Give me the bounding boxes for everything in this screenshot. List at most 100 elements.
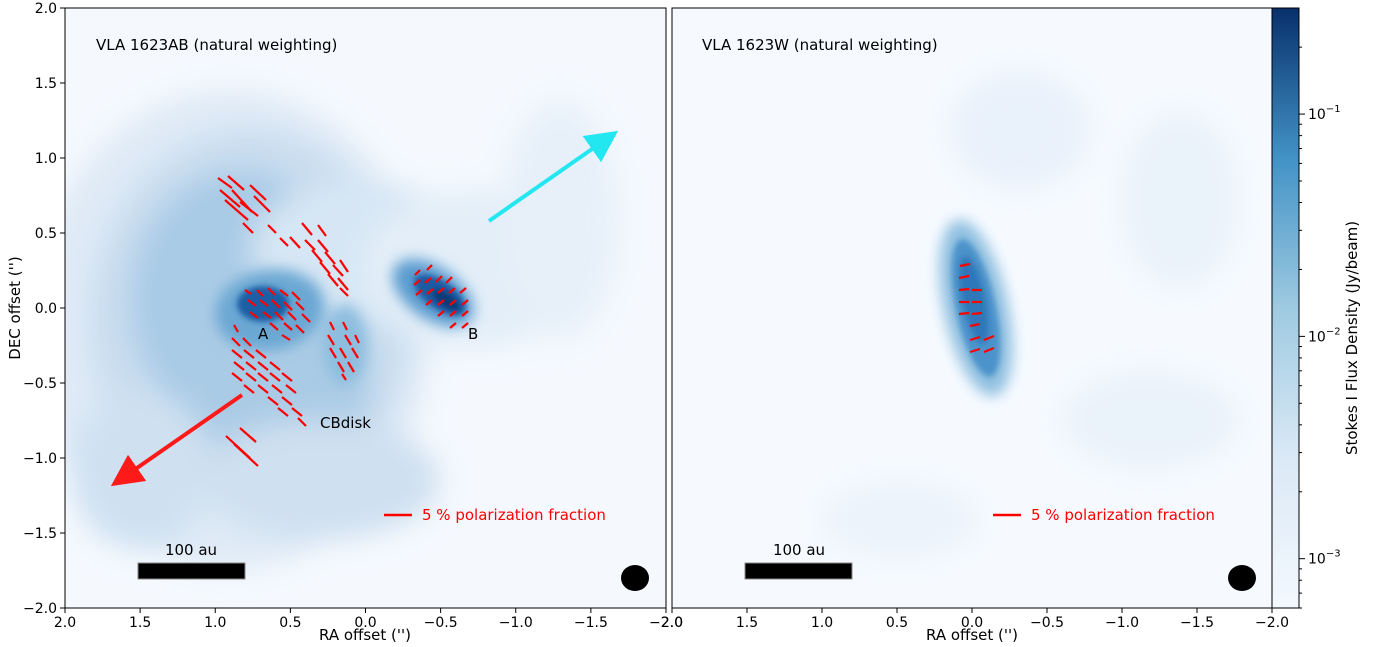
pol-vector (311, 249, 323, 263)
pol-vector (274, 311, 284, 321)
x-tick-label: 0.5 (279, 615, 301, 631)
x-tick-label: 1.5 (736, 615, 758, 631)
pol-vector (242, 337, 252, 347)
pol-vector (259, 299, 269, 307)
pol-vector (426, 264, 433, 271)
pol-vector (351, 347, 359, 359)
panel-vla1623ab: VLA 1623AB (natural weighting) A B CBdis… (6, 1, 683, 644)
x-tick-label: −0.5 (1030, 615, 1064, 631)
pol-vector (339, 347, 347, 359)
pol-vector (304, 239, 316, 251)
beam-ellipse (621, 565, 649, 591)
pol-vector (239, 427, 257, 443)
pol-vector (969, 335, 981, 342)
pol-vector (257, 372, 269, 382)
pol-vector (437, 299, 445, 306)
pol-vector (297, 417, 307, 427)
pol-vector (285, 384, 297, 394)
pol-vector (269, 361, 281, 371)
pol-vector (245, 372, 257, 382)
colorbar-ticks: 10−1 10−2 10−3 (1299, 46, 1341, 609)
pol-vector (969, 347, 981, 354)
pol-legend-label: 5 % polarization fraction (422, 506, 606, 524)
pol-vector (233, 324, 239, 333)
y-tick-label: −0.5 (23, 376, 57, 392)
beam-ellipse (1228, 565, 1256, 591)
y-axis-label: DEC offset ('') (6, 256, 24, 359)
panel-title: VLA 1623AB (natural weighting) (96, 36, 337, 54)
pol-vector (245, 361, 257, 371)
y-tick-label: −2.0 (23, 601, 57, 617)
pol-vector (301, 313, 311, 323)
pol-vector (257, 384, 269, 394)
pol-vector (425, 299, 433, 306)
pol-vector (332, 264, 344, 277)
pol-vector (983, 346, 995, 354)
x-tick-label: 0.0 (354, 615, 376, 631)
pol-vector (301, 222, 313, 236)
pol-vector (337, 361, 345, 373)
pol-vector (283, 322, 293, 331)
x-tick-label: 1.0 (811, 615, 833, 631)
pol-vector (354, 334, 360, 344)
scale-bar-label: 100 au (165, 541, 217, 559)
x-tick-label: −1.0 (499, 615, 533, 631)
outflow-arrow-redshifted (110, 393, 244, 487)
pol-vector (231, 372, 243, 382)
pol-vector (317, 239, 329, 253)
pol-vector (319, 261, 331, 275)
label-source-b: B (468, 325, 478, 343)
pol-vector (217, 177, 233, 189)
pol-vector (291, 407, 303, 417)
x-tick-label: −0.5 (424, 615, 458, 631)
pol-vector (437, 310, 445, 317)
x-tick-label: 0.5 (886, 615, 908, 631)
panel-vla1623w: VLA 1623W (natural weighting) 5 % polari… (661, 7, 1289, 644)
x-tick-label: 2.0 (661, 615, 683, 631)
colorbar-tick-label: 10−2 (1308, 326, 1341, 345)
pol-vector (243, 384, 255, 394)
y-tick-label: 0.5 (35, 226, 57, 242)
pol-vector (267, 287, 276, 296)
y-tick-label: 2.0 (35, 1, 57, 17)
pol-vector (342, 321, 348, 331)
colorbar: 10−1 10−2 10−3 Stokes I Flux Density (Jy/b… (1271, 7, 1361, 609)
pol-vector (424, 277, 432, 284)
colorbar-frame (1271, 7, 1300, 609)
pol-vector (287, 311, 297, 321)
pol-vector (277, 407, 289, 417)
x-tick-label: 2.0 (54, 615, 76, 631)
polarization-vectors (958, 262, 995, 354)
pol-vector (958, 311, 970, 316)
pol-vector (262, 311, 272, 319)
pol-vector (347, 361, 355, 373)
pol-vector (253, 195, 271, 213)
pol-vector (279, 237, 289, 247)
pol-vector (461, 299, 469, 306)
pol-vector (295, 324, 305, 334)
pol-vector (233, 443, 259, 467)
x-axis-label: RA offset ('') (926, 626, 1018, 644)
pol-vector (426, 288, 434, 295)
x-tick-label: −2.0 (1255, 615, 1289, 631)
pol-vector (329, 347, 337, 359)
pol-vector (249, 184, 267, 201)
pol-vector (449, 310, 457, 317)
pol-vector (281, 372, 293, 382)
pol-vector (267, 396, 279, 406)
pol-vector (219, 189, 241, 208)
pol-vector (341, 373, 347, 381)
pol-vector (448, 287, 456, 294)
colorbar-gradient (1272, 8, 1299, 608)
pol-vector (339, 259, 349, 273)
colorbar-tick-label: 10−1 (1308, 104, 1341, 123)
y-axis: −2.0 −1.5 −1.0 −0.5 0.0 0.5 1.0 1.5 2.0 (23, 1, 65, 617)
pol-vector (279, 289, 289, 297)
pol-vector (329, 321, 335, 331)
pol-vector (231, 337, 241, 347)
pol-vector (327, 334, 335, 346)
pol-vector (233, 361, 245, 371)
pol-vector (281, 396, 293, 406)
pol-vector (969, 322, 981, 328)
